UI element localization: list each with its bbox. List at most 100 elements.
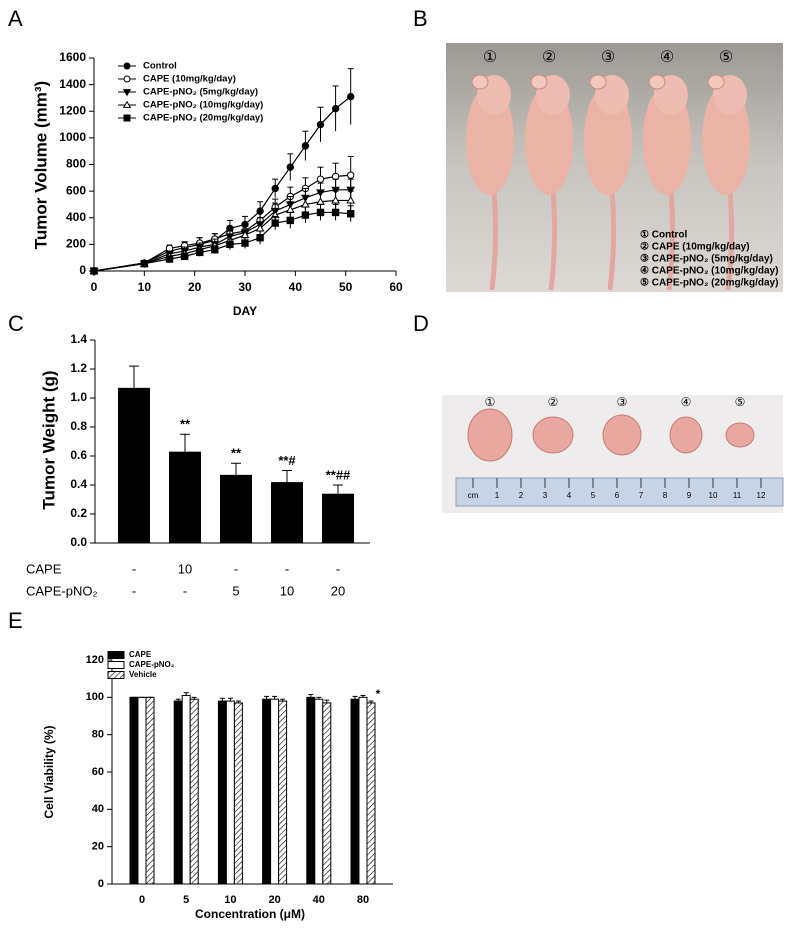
legend-label: Vehicle — [129, 670, 157, 679]
x-tick-label: 40 — [313, 894, 325, 906]
ruler-label: 12 — [757, 491, 766, 500]
annotation: **## — [326, 467, 351, 482]
tumor-number: ① — [485, 395, 496, 409]
ruler-label: 1 — [495, 491, 500, 500]
bar — [217, 700, 227, 885]
marker — [286, 216, 295, 225]
legend-label: CAPE (10mg/kg/day) — [143, 74, 236, 85]
panel-label: E — [8, 608, 23, 633]
y-axis-label: Cell Viability (%) — [42, 725, 56, 818]
y-tick-label: 1400 — [59, 77, 86, 91]
marker — [331, 208, 340, 217]
y-tick-label: 40 — [92, 803, 104, 815]
tumor — [725, 422, 755, 448]
mouse-tail — [607, 189, 617, 291]
ruler-label: 9 — [687, 491, 692, 500]
panel-label: A — [8, 6, 23, 31]
bar — [262, 698, 272, 885]
marker — [271, 184, 279, 193]
marker — [347, 171, 355, 179]
y-tick-label: 0 — [98, 878, 104, 890]
y-tick-label: 0.8 — [70, 419, 87, 433]
marker — [122, 100, 132, 108]
y-tick-label: 0.0 — [70, 535, 87, 549]
bar — [137, 696, 147, 885]
x-axis-label: Concentration (μM) — [195, 907, 305, 921]
ruler-label: cm — [468, 491, 479, 500]
y-tick-label: 1000 — [59, 130, 86, 144]
annotation: ** — [180, 417, 191, 432]
annotation: ** — [231, 446, 242, 461]
legend-swatch — [107, 651, 125, 659]
y-tick-label: 0 — [79, 263, 86, 277]
marker — [165, 255, 174, 263]
y-tick-label: 0.2 — [70, 506, 87, 520]
marker — [241, 239, 249, 247]
bar — [220, 474, 252, 543]
row-value: 10 — [178, 561, 192, 576]
annotation: **# — [278, 453, 296, 468]
x-axis-label: DAY — [233, 304, 257, 318]
mouse-ear — [471, 74, 489, 90]
ruler-label: 4 — [567, 491, 572, 500]
bar — [169, 451, 201, 543]
y-tick-label: 80 — [92, 729, 104, 741]
bar — [350, 698, 360, 885]
y-tick-label: 200 — [66, 237, 86, 251]
marker — [123, 114, 131, 122]
panel-label: B — [413, 6, 428, 31]
legend-swatch — [107, 661, 125, 669]
ruler-label: 3 — [543, 491, 548, 500]
row-label: CAPE — [26, 561, 62, 576]
x-tick-label: 20 — [268, 894, 280, 906]
legend-label: CAPE-pNO₂ (10mg/kg/day) — [143, 100, 263, 111]
tumor — [467, 408, 513, 462]
marker — [347, 92, 355, 101]
y-tick-label: 60 — [92, 766, 104, 778]
legend-label: CAPE-pNO₂ (5mg/kg/day) — [143, 87, 258, 98]
x-tick-label: 5 — [183, 894, 189, 906]
marker — [301, 211, 310, 219]
marker — [316, 175, 325, 183]
x-tick-label: 60 — [389, 280, 403, 294]
bar — [322, 702, 332, 885]
bar — [306, 696, 316, 885]
marker — [196, 248, 204, 257]
mouse-number: ④ — [660, 49, 674, 66]
tumor — [669, 416, 703, 454]
photo-legend: ② CAPE (10mg/kg/day) — [640, 242, 750, 253]
ruler-label: 2 — [519, 491, 524, 500]
legend-swatch — [107, 671, 125, 679]
row-value: - — [132, 561, 136, 576]
mouse-ear — [707, 74, 725, 90]
y-tick-label: 100 — [86, 691, 104, 703]
x-tick-label: 0 — [91, 280, 98, 294]
y-tick-label: 800 — [66, 157, 86, 171]
mouse-ear — [589, 74, 607, 90]
ruler-label: 8 — [663, 491, 668, 500]
bar — [314, 698, 324, 885]
marker — [211, 246, 219, 254]
mouse-tail — [666, 189, 676, 291]
row-value: 20 — [331, 583, 345, 598]
legend-label: CAPE — [129, 650, 152, 659]
mouse-ear — [530, 74, 548, 90]
y-tick-label: 0.4 — [70, 477, 87, 491]
bar — [278, 700, 288, 885]
marker — [331, 195, 340, 204]
y-tick-label: 600 — [66, 183, 86, 197]
mouse-tail — [489, 189, 499, 291]
panel-label: D — [413, 311, 429, 336]
mouse-number: ① — [483, 49, 497, 66]
series-line — [93, 199, 351, 272]
bar — [366, 702, 376, 885]
marker — [316, 120, 325, 129]
x-tick-label: 80 — [357, 894, 369, 906]
bar — [118, 387, 150, 543]
bar — [322, 493, 354, 543]
marker — [180, 252, 189, 261]
marker — [122, 89, 132, 97]
marker — [256, 234, 264, 242]
x-tick-label: 30 — [238, 280, 252, 294]
